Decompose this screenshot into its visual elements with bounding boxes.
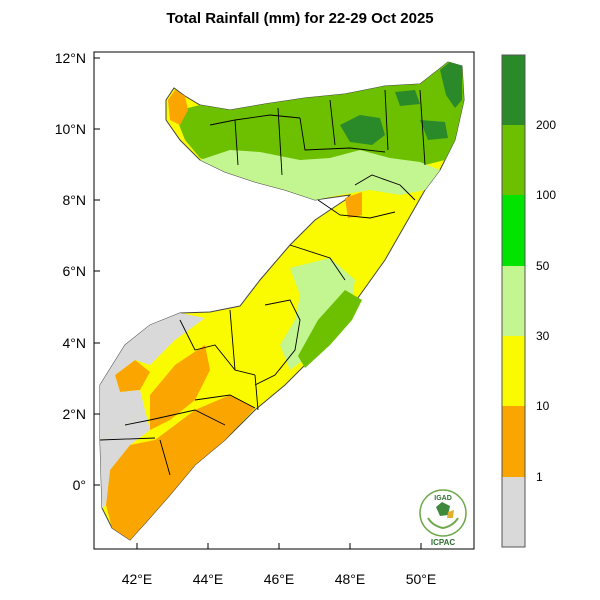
colorbar-segment-1-10 <box>502 406 525 477</box>
colorbar-segment-50-100 <box>502 195 525 266</box>
lat-axis <box>94 57 100 486</box>
lat-label-8n: 8°N <box>63 192 87 208</box>
logo-top-text: IGAD <box>434 495 452 502</box>
colorbar-label-10: 10 <box>536 399 550 413</box>
lon-label-50e: 50°E <box>406 571 437 587</box>
colorbar-label-200: 200 <box>536 118 556 132</box>
lon-label-44e: 44°E <box>193 571 224 587</box>
lat-label-12n: 12°N <box>55 50 86 66</box>
map-title: Total Rainfall (mm) for 22-29 Oct 2025 <box>166 10 434 27</box>
lat-label-10n: 10°N <box>55 121 86 137</box>
dark-green-patch-1 <box>340 115 385 145</box>
dark-green-patch-4 <box>395 90 420 106</box>
colorbar-segment-30-50 <box>502 266 525 336</box>
dark-green-patch-2 <box>420 120 448 140</box>
colorbar-outline <box>501 54 526 548</box>
lon-label-46e: 46°E <box>264 571 295 587</box>
north-orange-patch <box>168 90 188 125</box>
lon-label-48e: 48°E <box>335 571 366 587</box>
dry-region <box>100 313 205 440</box>
north-green-region <box>178 62 464 175</box>
lat-label-6n: 6°N <box>63 263 87 279</box>
southwest-orange-region <box>150 345 210 430</box>
logo-bottom-text: ICPAC <box>431 538 456 547</box>
west-orange-patch <box>115 360 150 392</box>
dark-green-patch-3 <box>440 62 462 108</box>
colorbar-label-30: 30 <box>536 329 550 343</box>
lat-label-0: 0° <box>73 477 86 493</box>
colorbar-segment-200plus <box>502 55 525 125</box>
lon-axis <box>136 543 422 549</box>
colorbar-segment-10-30 <box>502 336 525 406</box>
lat-label-4n: 4°N <box>63 335 87 351</box>
colorbar-segment-below-1 <box>502 477 525 547</box>
icpac-logo: IGAD ICPAC <box>419 489 467 547</box>
colorbar <box>501 54 526 548</box>
central-light-green-region <box>280 258 355 370</box>
lon-label-42e: 42°E <box>122 571 153 587</box>
central-green-strip <box>298 290 362 368</box>
colorbar-segment-100-200 <box>502 125 525 195</box>
lat-label-2n: 2°N <box>63 406 87 422</box>
colorbar-label-100: 100 <box>536 188 556 202</box>
colorbar-label-1: 1 <box>536 470 543 484</box>
dry-region-south <box>100 410 150 508</box>
south-orange-region <box>106 395 255 540</box>
admin-boundaries <box>99 89 426 476</box>
central-orange-patch <box>345 192 362 218</box>
colorbar-label-50: 50 <box>536 259 550 273</box>
north-light-green-region <box>200 150 440 200</box>
